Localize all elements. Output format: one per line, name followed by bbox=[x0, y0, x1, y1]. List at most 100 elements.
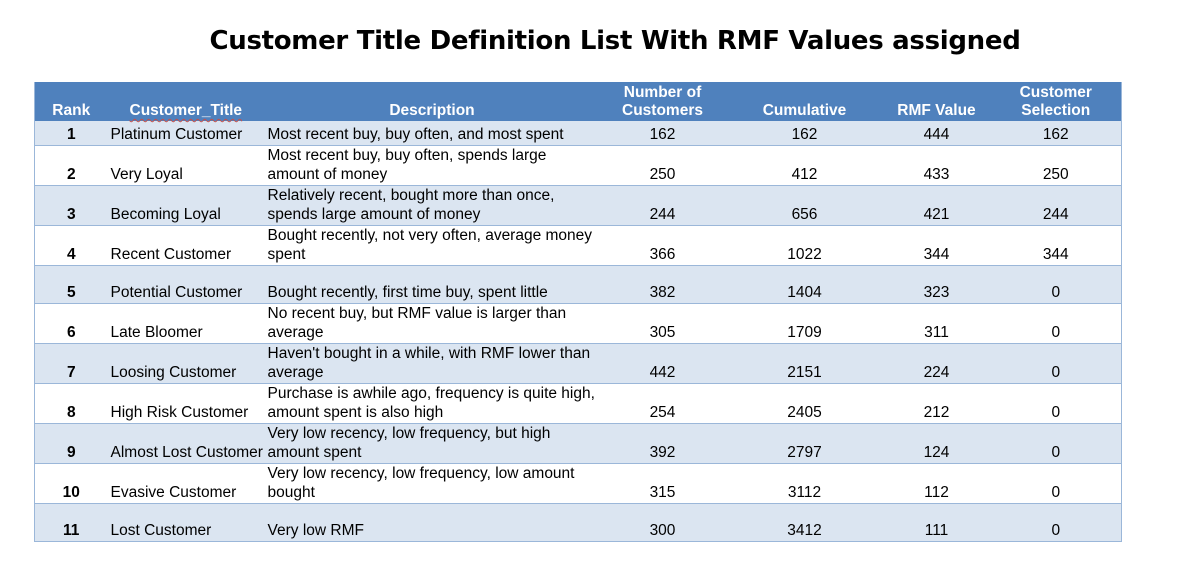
row-customer-title: Loosing Customer bbox=[110, 363, 237, 381]
row-description: Very low recency, low frequency, but hig… bbox=[267, 424, 551, 461]
row-customer-title: Recent Customer bbox=[110, 245, 232, 263]
table-row: 10 Evasive Customer Very low recency, lo… bbox=[34, 463, 1122, 503]
row-customer-selection: 0 bbox=[1051, 323, 1061, 341]
row-customer-selection: 0 bbox=[1051, 283, 1061, 301]
row-description: Most recent buy, buy often, and most spe… bbox=[267, 125, 564, 143]
row-customer-title: Almost Lost Customer bbox=[110, 443, 263, 461]
row-rank: 7 bbox=[66, 363, 76, 381]
row-rank: 10 bbox=[62, 483, 80, 501]
row-customer-selection: 250 bbox=[1042, 165, 1069, 183]
row-cumulative: 1709 bbox=[787, 323, 822, 341]
row-cumulative: 2151 bbox=[787, 363, 822, 381]
row-description: Relatively recent, bought more than once… bbox=[267, 186, 555, 223]
header-customer-title-text: Customer_Title bbox=[129, 102, 243, 119]
row-customer-title: High Risk Customer bbox=[110, 403, 249, 421]
header-customer-title: Customer_Title bbox=[108, 82, 266, 121]
table-row: 1 Platinum Customer Most recent buy, buy… bbox=[34, 121, 1122, 145]
row-rmf-value: 444 bbox=[923, 125, 950, 143]
row-number-of-customers: 366 bbox=[649, 245, 676, 263]
row-cumulative: 3112 bbox=[787, 483, 822, 501]
row-cumulative: 3412 bbox=[787, 521, 822, 539]
row-number-of-customers: 305 bbox=[649, 323, 676, 341]
row-cumulative: 2797 bbox=[787, 443, 822, 461]
row-rmf-value: 311 bbox=[924, 323, 949, 341]
row-number-of-customers: 162 bbox=[649, 125, 676, 143]
header-number-of-customers: Number of Customers bbox=[599, 82, 727, 121]
page-title: Customer Title Definition List With RMF … bbox=[209, 26, 1021, 56]
row-cumulative: 656 bbox=[791, 205, 818, 223]
row-customer-selection: 344 bbox=[1042, 245, 1069, 263]
row-rank: 6 bbox=[66, 323, 76, 341]
row-customer-selection: 0 bbox=[1051, 363, 1061, 381]
row-description: Bought recently, not very often, average… bbox=[267, 226, 593, 263]
row-rmf-value: 111 bbox=[924, 521, 949, 539]
header-cumulative: Cumulative bbox=[762, 102, 847, 119]
row-rmf-value: 433 bbox=[923, 165, 950, 183]
header-rmf-value: RMF Value bbox=[897, 102, 976, 119]
row-customer-title: Lost Customer bbox=[110, 521, 212, 539]
header-number-line1: Number of bbox=[623, 84, 702, 101]
row-customer-title: Potential Customer bbox=[110, 283, 243, 301]
row-rmf-value: 421 bbox=[923, 205, 950, 223]
row-cumulative: 412 bbox=[791, 165, 818, 183]
row-rank: 2 bbox=[66, 165, 76, 183]
row-customer-selection: 0 bbox=[1051, 443, 1061, 461]
row-number-of-customers: 250 bbox=[649, 165, 676, 183]
row-cumulative: 1404 bbox=[787, 283, 822, 301]
table-row: 4 Recent Customer Bought recently, not v… bbox=[34, 225, 1122, 265]
row-number-of-customers: 442 bbox=[649, 363, 676, 381]
row-number-of-customers: 244 bbox=[649, 205, 676, 223]
row-rmf-value: 323 bbox=[923, 283, 950, 301]
row-customer-selection: 0 bbox=[1051, 521, 1061, 539]
table-row: 5 Potential Customer Bought recently, fi… bbox=[34, 265, 1122, 303]
row-customer-title: Very Loyal bbox=[110, 165, 183, 183]
table-header-row: Rank Customer_Title Description Number o… bbox=[34, 82, 1122, 121]
row-cumulative: 2405 bbox=[787, 403, 822, 421]
row-rank: 3 bbox=[66, 205, 76, 223]
row-customer-selection: 244 bbox=[1042, 205, 1069, 223]
row-rank: 11 bbox=[63, 521, 80, 539]
row-rank: 8 bbox=[66, 403, 76, 421]
table-row: 7 Loosing Customer Haven't bought in a w… bbox=[34, 343, 1122, 383]
row-rmf-value: 212 bbox=[923, 403, 950, 421]
row-description: No recent buy, but RMF value is larger t… bbox=[267, 304, 567, 341]
header-customer-selection: Customer Selection bbox=[991, 82, 1122, 121]
row-rank: 4 bbox=[66, 245, 76, 263]
row-customer-selection: 0 bbox=[1051, 403, 1061, 421]
table-row: 6 Late Bloomer No recent buy, but RMF va… bbox=[34, 303, 1122, 343]
row-rmf-value: 124 bbox=[923, 443, 950, 461]
row-description: Haven't bought in a while, with RMF lowe… bbox=[267, 344, 591, 381]
row-customer-selection: 0 bbox=[1051, 483, 1061, 501]
header-selection-line1: Customer bbox=[1019, 84, 1092, 101]
row-description: Very low RMF bbox=[267, 521, 364, 539]
row-number-of-customers: 315 bbox=[649, 483, 676, 501]
row-rmf-value: 224 bbox=[923, 363, 950, 381]
table-row: 11 Lost Customer Very low RMF 300 3412 1… bbox=[34, 503, 1122, 541]
header-selection-line2: Selection bbox=[1021, 102, 1091, 119]
row-number-of-customers: 382 bbox=[649, 283, 676, 301]
row-number-of-customers: 254 bbox=[649, 403, 676, 421]
row-number-of-customers: 392 bbox=[649, 443, 676, 461]
table-row: 9 Almost Lost Customer Very low recency,… bbox=[34, 423, 1122, 463]
header-description: Description bbox=[389, 102, 475, 119]
header-rank: Rank bbox=[52, 102, 91, 119]
row-description: Bought recently, first time buy, spent l… bbox=[267, 283, 548, 301]
header-number-line2: Customers bbox=[622, 102, 703, 119]
row-customer-selection: 162 bbox=[1042, 125, 1069, 143]
table-row: 3 Becoming Loyal Relatively recent, boug… bbox=[34, 185, 1122, 225]
row-customer-title: Platinum Customer bbox=[110, 125, 243, 143]
table-row: 8 High Risk Customer Purchase is awhile … bbox=[34, 383, 1122, 423]
row-customer-title: Late Bloomer bbox=[110, 323, 203, 341]
row-description: Most recent buy, buy often, spends large… bbox=[267, 146, 547, 183]
row-description: Very low recency, low frequency, low amo… bbox=[267, 464, 575, 501]
row-rmf-value: 344 bbox=[923, 245, 950, 263]
customer-title-table: Rank Customer_Title Description Number o… bbox=[34, 82, 1122, 542]
row-rank: 9 bbox=[66, 443, 76, 461]
row-rank: 5 bbox=[66, 283, 76, 301]
row-customer-title: Evasive Customer bbox=[110, 483, 237, 501]
row-description: Purchase is awhile ago, frequency is qui… bbox=[267, 384, 595, 421]
table-row: 2 Very Loyal Most recent buy, buy often,… bbox=[34, 145, 1122, 185]
row-rmf-value: 112 bbox=[924, 483, 949, 501]
row-customer-title: Becoming Loyal bbox=[110, 205, 221, 223]
row-number-of-customers: 300 bbox=[649, 521, 676, 539]
